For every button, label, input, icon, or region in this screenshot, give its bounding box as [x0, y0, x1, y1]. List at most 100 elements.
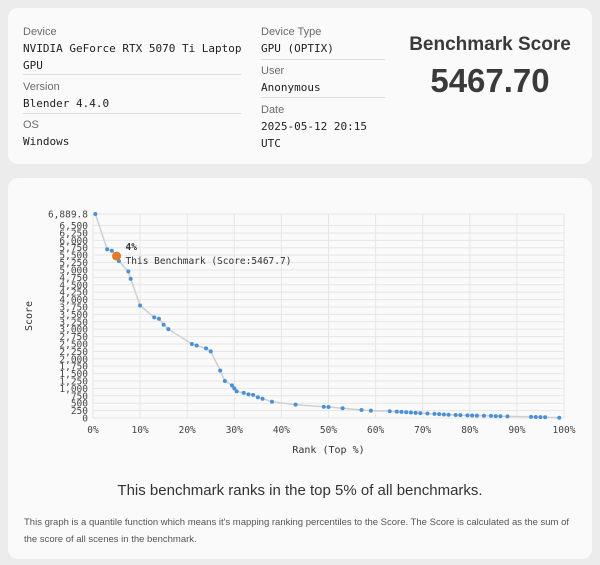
version-label: Version [23, 81, 60, 93]
date-field: Date 2025-05-12 20:15 UTC [261, 103, 391, 152]
data-point [241, 390, 246, 395]
score-title: Benchmark Score [409, 34, 571, 55]
data-point [218, 368, 223, 373]
data-point [260, 396, 265, 401]
data-point [481, 413, 486, 418]
x-tick-label: 80% [461, 425, 478, 436]
data-point [126, 269, 131, 274]
data-point [387, 409, 392, 414]
date-value: 2025-05-12 20:15 UTC [261, 120, 367, 150]
benchmark-info-card: Device NVIDIA GeForce RTX 5070 Ti Laptop… [8, 8, 592, 164]
data-point [152, 315, 157, 320]
data-point [109, 248, 114, 253]
data-point [189, 341, 194, 346]
data-point [458, 413, 463, 418]
data-point [432, 411, 437, 416]
y-tick-label: 1,500 [59, 369, 88, 380]
x-tick-label: 0% [87, 425, 99, 436]
version-value: Blender 4.4.0 [23, 97, 110, 110]
rank-label: 4% [126, 242, 138, 253]
data-point [128, 276, 133, 281]
y-tick-label: 750 [71, 391, 88, 402]
score-value: 5467.70 [430, 62, 550, 99]
data-point [413, 410, 418, 415]
device-label: Device [23, 26, 57, 38]
data-point [161, 322, 166, 327]
x-tick-label: 70% [414, 425, 431, 436]
this-benchmark-point [112, 251, 122, 261]
device-type-label: Device Type [261, 26, 322, 38]
y-tick-label: 3,000 [59, 325, 88, 336]
chart-note: This graph is a quantile function which … [24, 517, 570, 545]
x-tick-label: 20% [179, 425, 196, 436]
os-value: Windows [23, 135, 70, 148]
data-point [194, 343, 199, 348]
data-point [359, 408, 364, 413]
y-tick-label: 5,500 [59, 251, 88, 262]
y-tick-label: 6,500 [59, 221, 88, 232]
x-tick-label: 50% [320, 425, 337, 436]
data-point [538, 415, 543, 420]
data-point [234, 389, 239, 394]
data-point [156, 316, 161, 321]
y-tick-label: 6,889.8 [48, 210, 88, 221]
y-axis-label: Score [24, 301, 35, 331]
data-point [255, 395, 260, 400]
chart-grid [92, 213, 565, 419]
data-point [505, 414, 510, 419]
data-point [404, 410, 409, 415]
y-tick-label: 6,000 [59, 236, 88, 247]
y-tick-label: 3,500 [59, 310, 88, 321]
y-tick-label: 2,000 [59, 354, 88, 365]
data-point [441, 412, 446, 417]
highlight-group: 4% This Benchmark (Score:5467.7) [112, 242, 291, 267]
y-axis-ticks: 02505007501,0001,2501,5001,7502,0002,250… [48, 210, 88, 425]
data-point [321, 404, 326, 409]
data-points [93, 212, 562, 420]
y-tick-label: 5,250 [59, 258, 88, 269]
data-point [105, 247, 110, 252]
x-axis-ticks: 0% 10% 20% 30% 40% 50% 60% 70% 80% 90% 100% [87, 425, 575, 436]
x-tick-label: 90% [508, 425, 525, 436]
data-point [408, 410, 413, 415]
device-field: Device NVIDIA GeForce RTX 5070 Ti Laptop… [23, 25, 243, 74]
x-tick-label: 60% [367, 425, 384, 436]
y-tick-label: 4,250 [59, 288, 88, 299]
y-tick-label: 5,000 [59, 265, 88, 276]
data-point [470, 413, 475, 418]
data-point [425, 411, 430, 416]
device-type-value: GPU (OPTIX) [261, 42, 334, 55]
data-point [488, 413, 493, 418]
data-point [138, 303, 143, 308]
y-tick-label: 2,750 [59, 332, 88, 343]
y-tick-label: 1,750 [59, 362, 88, 373]
y-tick-label: 2,500 [59, 339, 88, 350]
data-point [399, 409, 404, 414]
x-tick-label: 30% [226, 425, 243, 436]
data-point [418, 411, 423, 416]
user-value: Anonymous [261, 81, 321, 94]
y-tick-label: 2,250 [59, 347, 88, 358]
quantile-chart: 02505007501,0001,2501,5001,7502,0002,250… [24, 210, 576, 457]
y-tick-label: 4,500 [59, 280, 88, 291]
data-point [222, 378, 227, 383]
y-tick-label: 6,250 [59, 228, 88, 239]
score-curve [94, 213, 560, 419]
os-field: OS Windows [23, 118, 243, 150]
data-point [446, 412, 451, 417]
date-label: Date [261, 104, 285, 116]
this-benchmark-label: This Benchmark (Score:5467.7) [126, 256, 292, 267]
data-point [293, 402, 298, 407]
data-point [368, 408, 373, 413]
data-point [229, 383, 234, 388]
y-tick-label: 250 [71, 406, 88, 417]
user-field: User Anonymous [261, 64, 391, 96]
device-value: NVIDIA GeForce RTX 5070 Ti Laptop GPU [23, 42, 242, 72]
version-field: Version Blender 4.4.0 [23, 80, 243, 112]
data-point [251, 392, 256, 397]
x-axis-label: Rank (Top %) [292, 445, 364, 456]
x-tick-label: 10% [132, 425, 149, 436]
os-label: OS [23, 119, 39, 131]
y-tick-label: 3,250 [59, 317, 88, 328]
rank-summary: This benchmark ranks in the top 5% of al… [117, 482, 483, 499]
